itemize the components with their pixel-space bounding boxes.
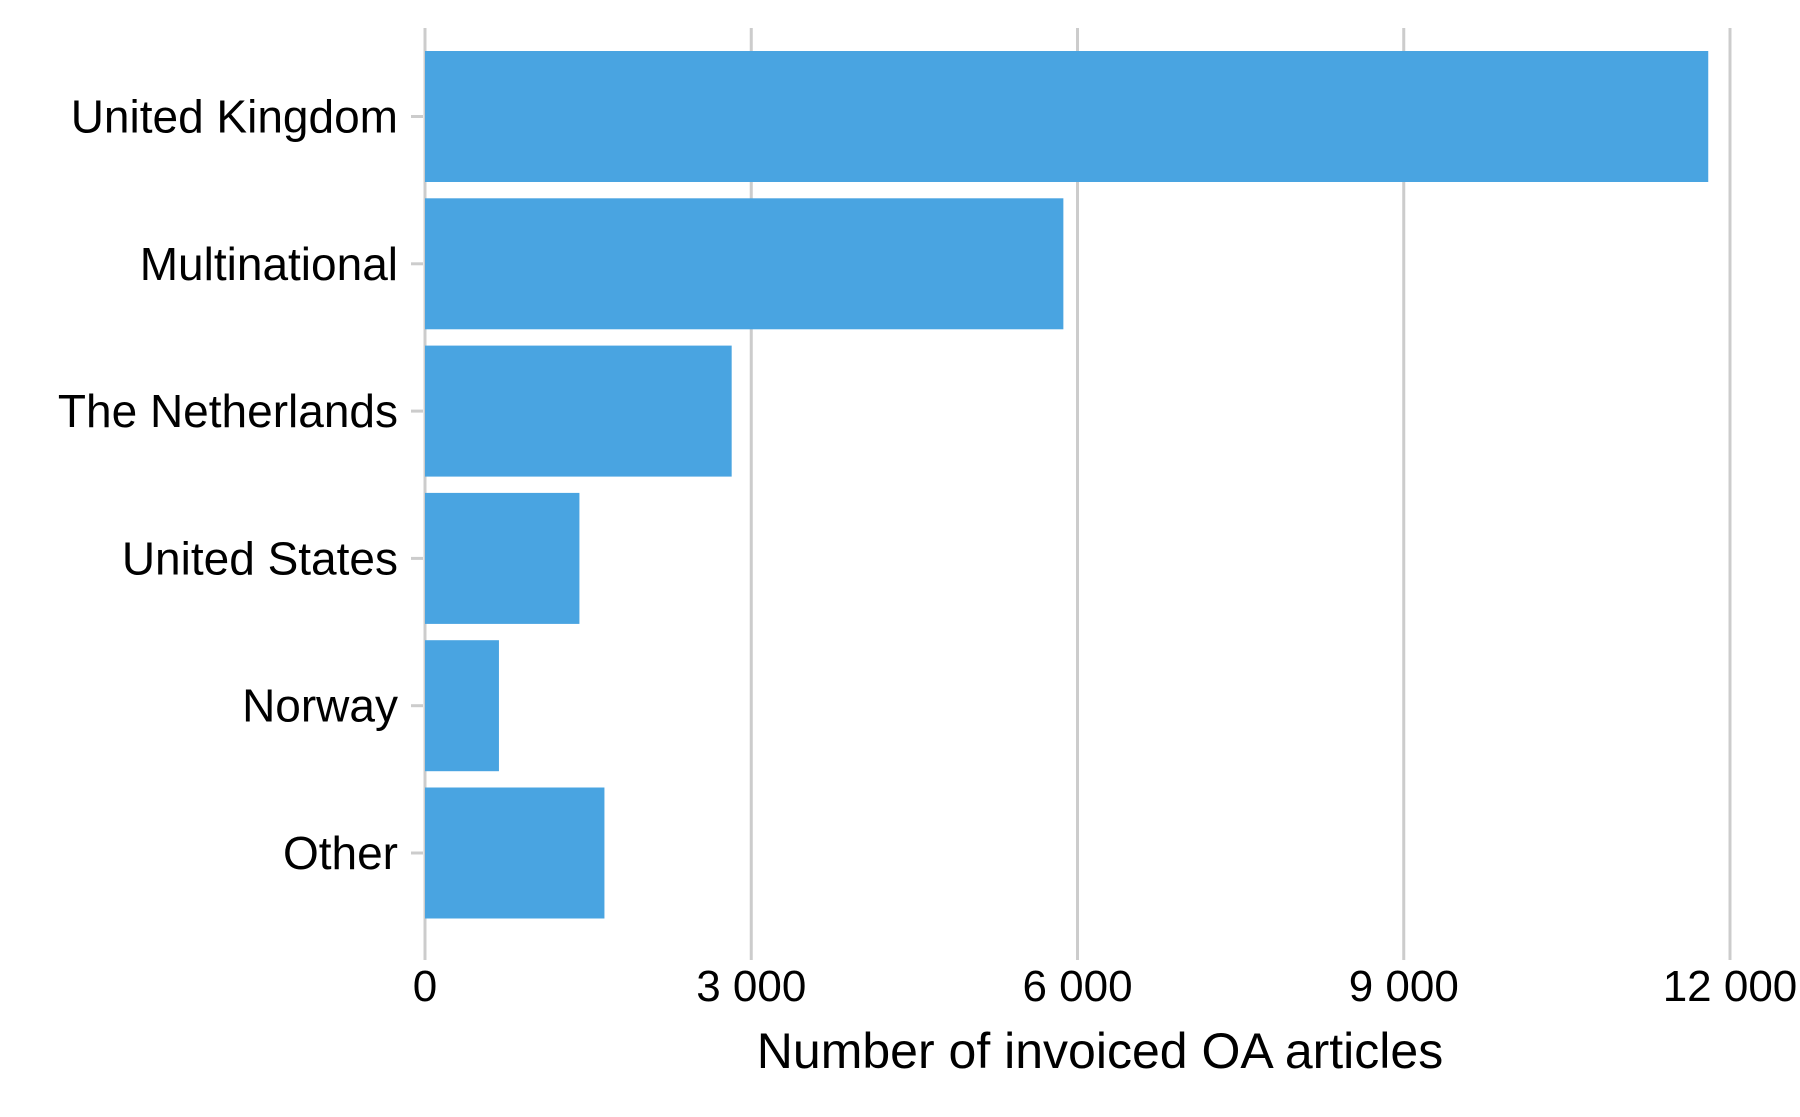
x-tick-label: 12 000 xyxy=(1663,962,1798,1011)
y-tick-label: Other xyxy=(283,827,398,879)
x-tick-label: 9 000 xyxy=(1349,962,1459,1011)
y-tick-label: The Netherlands xyxy=(58,385,398,437)
bar-norway xyxy=(425,640,499,772)
x-tick-label: 3 000 xyxy=(696,962,806,1011)
bars xyxy=(425,51,1709,919)
x-axis-title: Number of invoiced OA articles xyxy=(757,1023,1443,1079)
x-tick-label: 0 xyxy=(413,962,437,1011)
y-tick-label: United Kingdom xyxy=(71,91,398,143)
bar-multinational xyxy=(425,198,1064,330)
x-tick-label: 6 000 xyxy=(1022,962,1132,1011)
bar-united-kingdom xyxy=(425,51,1709,182)
bar-united-states xyxy=(425,492,580,624)
y-tick-label: Multinational xyxy=(140,238,398,290)
y-tick-label: United States xyxy=(122,532,398,584)
y-axis: United Kingdom Multinational The Netherlan… xyxy=(58,91,423,879)
bar-the-netherlands xyxy=(425,345,732,477)
bar-other xyxy=(425,787,605,919)
x-axis: 0 3 000 6 000 9 000 12 000 xyxy=(413,950,1798,1011)
y-tick-label: Norway xyxy=(242,680,398,732)
